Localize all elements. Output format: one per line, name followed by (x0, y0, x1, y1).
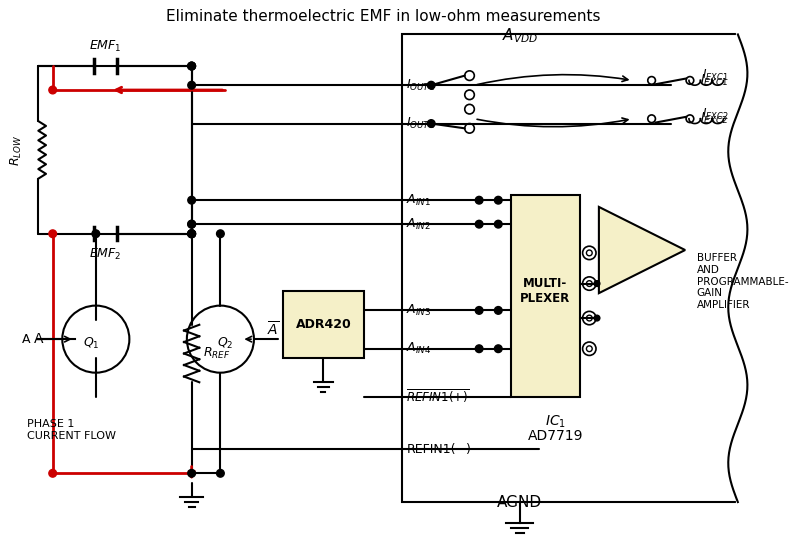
Text: $EMF_2$: $EMF_2$ (89, 247, 122, 263)
Text: $I_{EXC2}$: $I_{EXC2}$ (702, 107, 728, 121)
Text: MULTI-
PLEXER: MULTI- PLEXER (520, 277, 570, 305)
Circle shape (49, 86, 57, 94)
Circle shape (188, 220, 195, 228)
Text: PHASE 1
CURRENT FLOW: PHASE 1 CURRENT FLOW (27, 420, 116, 441)
Circle shape (494, 345, 502, 353)
Circle shape (188, 230, 195, 237)
Text: $R_{LOW}$: $R_{LOW}$ (9, 134, 24, 166)
Circle shape (427, 120, 435, 127)
Circle shape (494, 306, 502, 314)
Circle shape (494, 220, 502, 228)
Circle shape (594, 281, 600, 287)
Circle shape (188, 220, 195, 228)
FancyBboxPatch shape (402, 34, 738, 502)
Text: $\overline{REFIN1(+)}$: $\overline{REFIN1(+)}$ (406, 388, 470, 405)
Text: $A_{IN2}$: $A_{IN2}$ (406, 217, 431, 232)
Text: $A_{VDD}$: $A_{VDD}$ (502, 27, 538, 45)
Circle shape (92, 230, 100, 237)
Text: A: A (34, 332, 43, 346)
Circle shape (188, 469, 195, 477)
Text: $I_{OUT2}$: $I_{OUT2}$ (406, 116, 435, 131)
Circle shape (188, 62, 195, 70)
Circle shape (188, 230, 195, 237)
Text: AD7719: AD7719 (528, 429, 583, 443)
Circle shape (475, 306, 483, 314)
Text: $\overline{A}$: $\overline{A}$ (267, 321, 279, 339)
Text: AGND: AGND (498, 494, 542, 510)
Text: $Q_1$: $Q_1$ (82, 336, 99, 352)
Text: $IC_1$: $IC_1$ (546, 414, 566, 430)
Text: $Q_2$: $Q_2$ (217, 336, 234, 352)
Text: Eliminate thermoelectric EMF in low-ohm measurements: Eliminate thermoelectric EMF in low-ohm … (166, 9, 601, 24)
Circle shape (475, 220, 483, 228)
Circle shape (217, 230, 224, 237)
FancyBboxPatch shape (510, 195, 580, 397)
Text: BUFFER
AND
PROGRAMMABLE-
GAIN
AMPLIFIER: BUFFER AND PROGRAMMABLE- GAIN AMPLIFIER (697, 253, 788, 310)
Text: $A_{IN3}$: $A_{IN3}$ (406, 303, 431, 318)
Polygon shape (599, 207, 685, 293)
Circle shape (188, 230, 195, 237)
Text: $I_{EXC1}$: $I_{EXC1}$ (702, 68, 728, 83)
Circle shape (188, 62, 195, 70)
Circle shape (594, 315, 600, 321)
Circle shape (475, 196, 483, 204)
Text: $A_{IN4}$: $A_{IN4}$ (406, 341, 432, 356)
Text: $I_{OUT1}$: $I_{OUT1}$ (406, 78, 435, 93)
Text: $I_{EXC1}$: $I_{EXC1}$ (700, 73, 728, 88)
Circle shape (49, 230, 57, 237)
Circle shape (188, 82, 195, 89)
Circle shape (188, 196, 195, 204)
Text: $EMF_1$: $EMF_1$ (89, 39, 122, 55)
Circle shape (427, 82, 435, 89)
Text: $R_{REF}$: $R_{REF}$ (203, 346, 230, 361)
Circle shape (217, 469, 224, 477)
Text: ADR420: ADR420 (295, 318, 351, 331)
Circle shape (475, 345, 483, 353)
Circle shape (188, 62, 195, 70)
Circle shape (188, 230, 195, 237)
FancyBboxPatch shape (282, 291, 364, 358)
Text: $A_{IN1}$: $A_{IN1}$ (406, 193, 431, 208)
Circle shape (494, 196, 502, 204)
Text: $I_{EXC2}$: $I_{EXC2}$ (700, 111, 728, 126)
Text: REFIN1(−): REFIN1(−) (406, 443, 471, 456)
Circle shape (49, 469, 57, 477)
Text: A: A (22, 333, 30, 346)
